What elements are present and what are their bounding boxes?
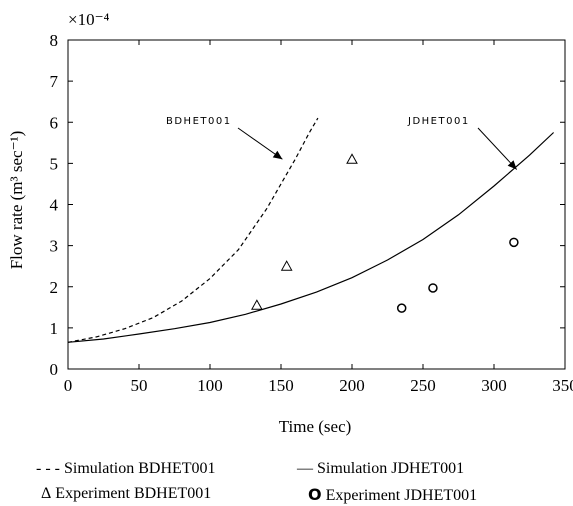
solid-line-icon: — bbox=[297, 460, 313, 477]
y-tick-label: 7 bbox=[50, 72, 59, 91]
series-line-simulation-jdhet001 bbox=[67, 132, 555, 343]
point-experiment-jdhet001 bbox=[509, 237, 519, 248]
annotation-arrow-line bbox=[237, 127, 283, 160]
legend-label: Simulation BDHET001 bbox=[63, 460, 216, 477]
annotation-arrow-line bbox=[477, 127, 518, 170]
dashed-line-icon: - - - bbox=[36, 460, 60, 477]
legend-item-exp-bd: Δ Experiment BDHET001 bbox=[41, 485, 211, 503]
legend-item-sim-jd: — Simulation JDHET001 bbox=[297, 460, 464, 478]
y-tick-label: 5 bbox=[50, 154, 59, 173]
x-tick-label: 0 bbox=[64, 376, 73, 395]
annotation-arrow-head bbox=[272, 150, 283, 160]
y-axis-title: Flow rate (m³ sec⁻¹) bbox=[7, 131, 26, 270]
x-tick-label: 350 bbox=[552, 376, 573, 395]
point-experiment-bdhet001 bbox=[280, 260, 293, 271]
x-tick-label: 250 bbox=[410, 376, 436, 395]
x-tick-label: 300 bbox=[481, 376, 507, 395]
x-axis-title: Time (sec) bbox=[279, 417, 352, 436]
annotation-label: JDHET001 bbox=[407, 116, 470, 127]
annotation-arrow-head bbox=[507, 160, 517, 170]
y-tick-label: 1 bbox=[50, 319, 59, 338]
legend-label: Experiment BDHET001 bbox=[55, 485, 212, 502]
legend-item-exp-jd: O Experiment JDHET001 bbox=[308, 485, 477, 505]
series-line-simulation-bdhet001 bbox=[67, 117, 319, 343]
annotation-label: BDHET001 bbox=[166, 116, 232, 127]
y-tick-label: 2 bbox=[50, 278, 59, 297]
y-tick-label: 8 bbox=[50, 31, 59, 50]
point-experiment-bdhet001 bbox=[346, 153, 358, 164]
x-tick-label: 200 bbox=[339, 376, 365, 395]
legend-label: Experiment JDHET001 bbox=[325, 487, 478, 504]
y-tick-label: 0 bbox=[50, 360, 59, 379]
flow-rate-chart: 0 50 100 150 200 250 300 350 0 1 2 3 4 5 6 7 8 BDHET001 JD… bbox=[7, 10, 573, 436]
plot-frame bbox=[67, 39, 566, 370]
legend-label: Simulation JDHET001 bbox=[317, 460, 465, 477]
y-tick-label: 3 bbox=[50, 237, 59, 256]
x-tick-label: 150 bbox=[268, 376, 294, 395]
triangle-icon: Δ bbox=[41, 485, 52, 502]
y-tick-label: 6 bbox=[50, 113, 59, 132]
legend-item-sim-bd: - - - Simulation BDHET001 bbox=[36, 460, 216, 478]
point-experiment-jdhet001 bbox=[396, 303, 407, 313]
plot-area: 0 50 100 150 200 250 300 350 0 1 2 3 4 5 6 7 8 BDHET001 JD… bbox=[50, 31, 573, 395]
x-tick-label: 100 bbox=[197, 376, 223, 395]
circle-icon: O bbox=[308, 485, 322, 504]
point-experiment-jdhet001 bbox=[428, 283, 438, 293]
y-multiplier-label: ×10⁻⁴ bbox=[68, 10, 110, 29]
y-tick-label: 4 bbox=[50, 196, 59, 215]
x-tick-label: 50 bbox=[131, 376, 148, 395]
point-experiment-bdhet001 bbox=[251, 299, 263, 310]
